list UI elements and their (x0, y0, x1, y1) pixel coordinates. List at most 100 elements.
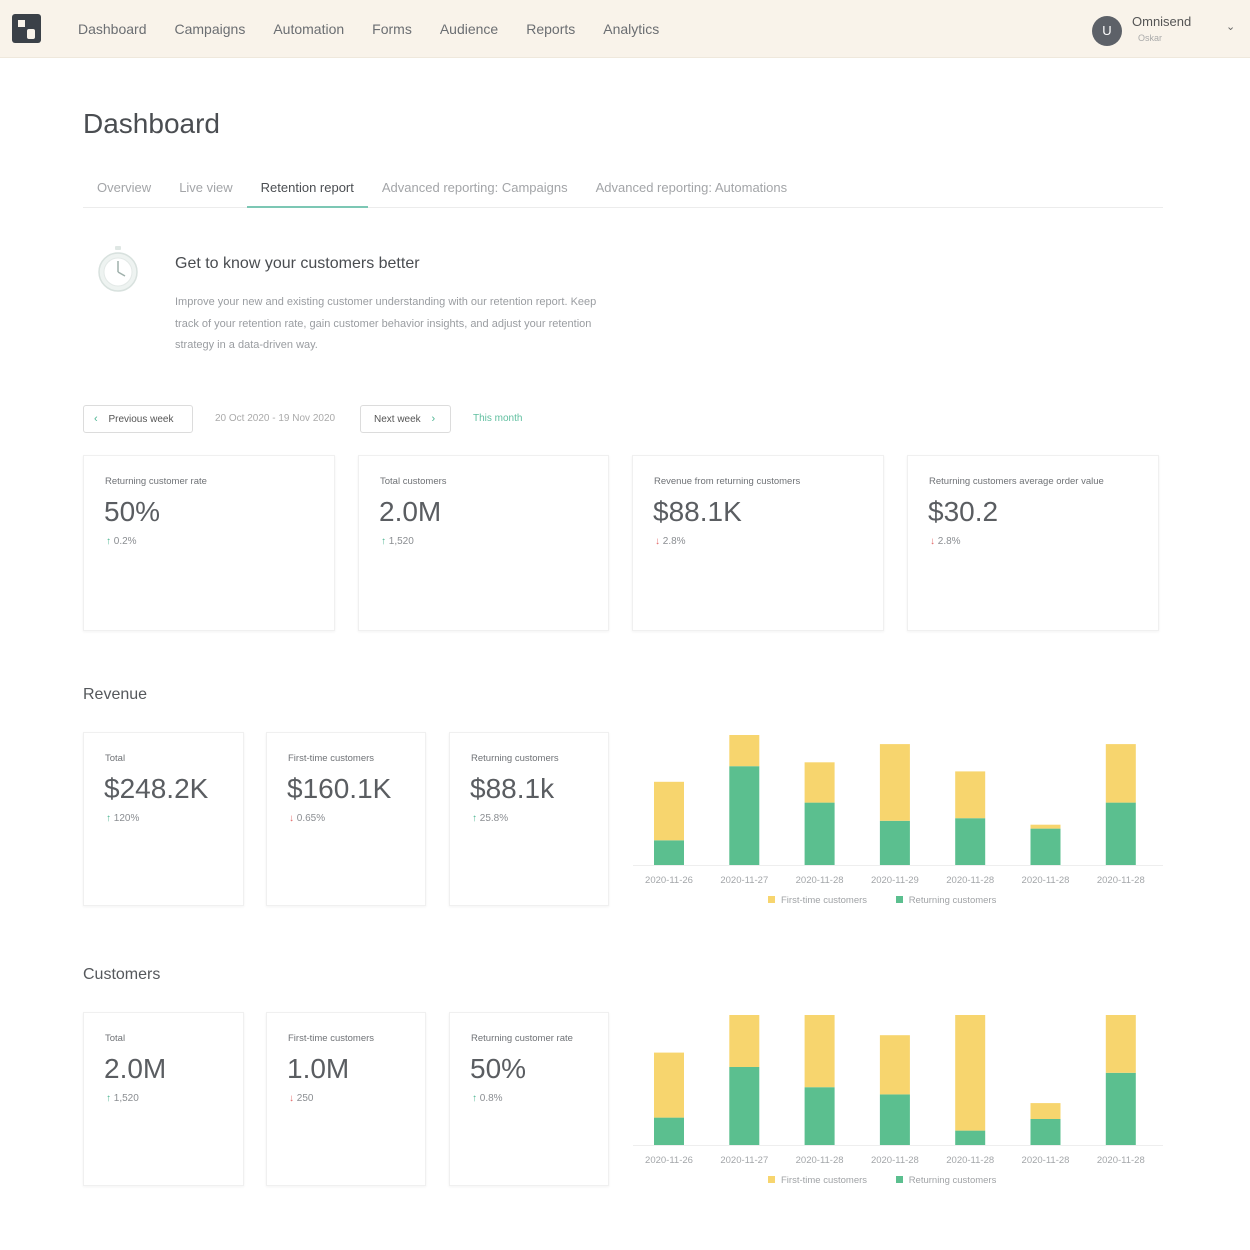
tab-advanced-campaigns[interactable]: Advanced reporting: Campaigns (381, 180, 568, 195)
revenue-chart-legend: First-time customers Returning customers (768, 895, 996, 906)
top-navigation-bar: Dashboard Campaigns Automation Forms Aud… (0, 0, 1250, 58)
kpi-average-order-value: Returning customers average order value … (907, 455, 1159, 631)
x-tick-label: 2020-11-28 (796, 875, 844, 886)
nav-campaigns[interactable]: Campaigns (174, 21, 246, 37)
kpi-value: $30.2 (928, 496, 999, 527)
bar-segment-returning-3[interactable] (879, 1094, 910, 1145)
x-tick-label: 2020-11-28 (871, 1155, 919, 1166)
bar-segment-returning-2[interactable] (804, 1087, 835, 1145)
bar-segment-first-time-2[interactable] (804, 762, 835, 803)
x-tick-label: 2020-11-27 (720, 1155, 768, 1166)
revenue-first-time-card: First-time customers $160.1K ↓ 0.65% (266, 732, 426, 906)
card-value: 2.0M (104, 1053, 167, 1084)
bar-segment-first-time-6[interactable] (1105, 1015, 1136, 1073)
arrow-down-icon: ↓ (289, 1093, 294, 1104)
card-change: ↑ 0.8% (472, 1093, 503, 1104)
x-tick-label: 2020-11-28 (946, 1155, 994, 1166)
x-tick-label: 2020-11-28 (946, 875, 994, 886)
bar-segment-first-time-6[interactable] (1105, 744, 1136, 803)
card-value: $88.1k (470, 773, 555, 804)
bar-segment-returning-5[interactable] (1030, 1119, 1061, 1145)
intro-title: Get to know your customers better (175, 255, 420, 272)
page-title: Dashboard (83, 108, 220, 139)
tab-live-view[interactable]: Live view (179, 180, 233, 195)
kpi-change: ↓ 2.8% (655, 536, 686, 547)
dashboard-tabs: Overview Live view Retention report Adva… (83, 172, 1163, 208)
kpi-value: 2.0M (379, 496, 442, 527)
x-tick-label: 2020-11-26 (645, 875, 693, 886)
kpi-revenue-returning: Revenue from returning customers $88.1K … (632, 455, 884, 631)
bar-segment-first-time-0[interactable] (654, 1052, 684, 1118)
bar-segment-first-time-1[interactable] (729, 1015, 760, 1067)
bar-segment-first-time-0[interactable] (654, 781, 684, 841)
bar-segment-returning-1[interactable] (729, 766, 760, 865)
arrow-up-icon: ↑ (472, 1093, 477, 1104)
bar-segment-first-time-4[interactable] (955, 1015, 986, 1131)
bar-segment-first-time-2[interactable] (804, 1015, 835, 1088)
bar-segment-first-time-3[interactable] (879, 1035, 910, 1095)
bar-segment-returning-0[interactable] (654, 840, 684, 865)
card-change: ↑ 25.8% (472, 813, 509, 824)
legend-first-time: First-time customers (781, 1175, 868, 1186)
nav-audience[interactable]: Audience (439, 21, 499, 37)
bar-segment-returning-4[interactable] (955, 1130, 986, 1145)
card-value: $248.2K (104, 773, 209, 804)
arrow-up-icon: ↑ (106, 813, 111, 824)
arrow-down-icon: ↓ (289, 813, 294, 824)
kpi-value: $88.1K (653, 496, 742, 527)
user-name: Omnisend (1132, 14, 1192, 29)
bar-segment-first-time-3[interactable] (879, 744, 910, 821)
x-tick-label: 2020-11-28 (1097, 1155, 1145, 1166)
stopwatch-icon (98, 246, 138, 292)
x-tick-label: 2020-11-28 (796, 1155, 844, 1166)
customers-returning-rate-card: Returning customer rate 50% ↑ 0.8% (449, 1012, 609, 1186)
bar-segment-first-time-4[interactable] (955, 771, 986, 819)
legend-swatch-returning (895, 1176, 903, 1183)
next-week-button[interactable]: Next week › (360, 405, 451, 433)
bar-segment-returning-1[interactable] (729, 1067, 760, 1145)
tab-overview[interactable]: Overview (97, 180, 152, 195)
card-change: ↓ 250 (289, 1093, 314, 1104)
revenue-returning-card: Returning customers $88.1k ↑ 25.8% (449, 732, 609, 906)
customers-section-title: Customers (83, 966, 161, 983)
bar-segment-first-time-5[interactable] (1030, 1103, 1061, 1119)
bar-segment-returning-6[interactable] (1105, 1072, 1136, 1145)
bar-segment-returning-3[interactable] (879, 820, 910, 865)
card-label: Total (105, 1033, 126, 1044)
kpi-label: Revenue from returning customers (654, 476, 801, 487)
legend-swatch-first-time (768, 1176, 775, 1183)
nav-analytics[interactable]: Analytics (603, 21, 660, 37)
card-label: Returning customers (471, 753, 559, 764)
user-menu[interactable]: U Omnisend Oskar ⌄ (1092, 14, 1242, 46)
legend-returning: Returning customers (908, 895, 997, 906)
bar-segment-returning-6[interactable] (1105, 802, 1136, 865)
nav-automation[interactable]: Automation (273, 21, 345, 37)
bar-segment-returning-0[interactable] (654, 1117, 684, 1145)
bar-segment-returning-5[interactable] (1030, 828, 1061, 865)
card-value: 50% (470, 1053, 527, 1084)
nav-dashboard[interactable]: Dashboard (78, 21, 147, 37)
previous-week-button[interactable]: ‹ Previous week (83, 405, 193, 433)
omnisend-logo-icon[interactable] (12, 14, 41, 43)
this-month-link[interactable]: This month (473, 413, 523, 424)
bar-segment-first-time-5[interactable] (1030, 824, 1061, 829)
nav-forms[interactable]: Forms (372, 21, 412, 37)
card-change: ↓ 0.65% (289, 813, 326, 824)
tab-advanced-automations[interactable]: Advanced reporting: Automations (595, 180, 788, 195)
arrow-up-icon: ↑ (106, 1093, 111, 1104)
user-subtitle: Oskar (1138, 33, 1163, 43)
kpi-label: Total customers (380, 476, 447, 487)
bar-segment-returning-4[interactable] (955, 818, 986, 865)
avatar: U (1092, 16, 1122, 46)
customers-chart: 2020-11-26 2020-11-27 2020-11-28 2020-11-28… (633, 1010, 1163, 1170)
nav-reports[interactable]: Reports (526, 21, 576, 37)
card-change: ↑ 120% (106, 813, 140, 824)
chevron-down-icon[interactable]: ⌄ (1226, 21, 1236, 33)
bar-segment-first-time-1[interactable] (729, 735, 760, 767)
card-label: Returning customer rate (471, 1033, 573, 1044)
arrow-down-icon: ↓ (655, 536, 660, 547)
x-tick-label: 2020-11-28 (1022, 1155, 1070, 1166)
kpi-total-customers: Total customers 2.0M ↑ 1,520 (358, 455, 609, 631)
bar-segment-returning-2[interactable] (804, 802, 835, 865)
tab-retention-report[interactable]: Retention report (246, 172, 368, 208)
